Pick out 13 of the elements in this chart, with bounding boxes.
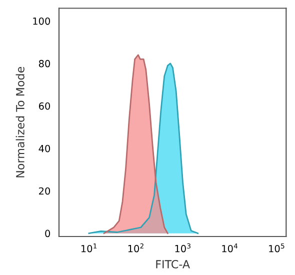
x-tick-label: 10$^{2}$ xyxy=(128,243,144,252)
y-tick-label: 40 xyxy=(38,144,50,152)
y-axis-title: Normalized To Mode xyxy=(16,66,24,178)
x-tick-label: 10$^{1}$ xyxy=(81,243,97,252)
x-tick-label: 10$^{4}$ xyxy=(222,243,238,252)
x-tick-label: 10$^{3}$ xyxy=(175,243,190,252)
y-tick-label: 100 xyxy=(33,17,50,25)
y-tick-label: 20 xyxy=(39,187,50,195)
x-tick-label: 10$^{5}$ xyxy=(269,243,284,252)
y-tick-label: 60 xyxy=(38,102,50,110)
y-tick-label: 80 xyxy=(38,60,50,68)
y-tick-label: 0 xyxy=(45,230,50,238)
x-axis-title: FITC-A xyxy=(156,260,190,268)
